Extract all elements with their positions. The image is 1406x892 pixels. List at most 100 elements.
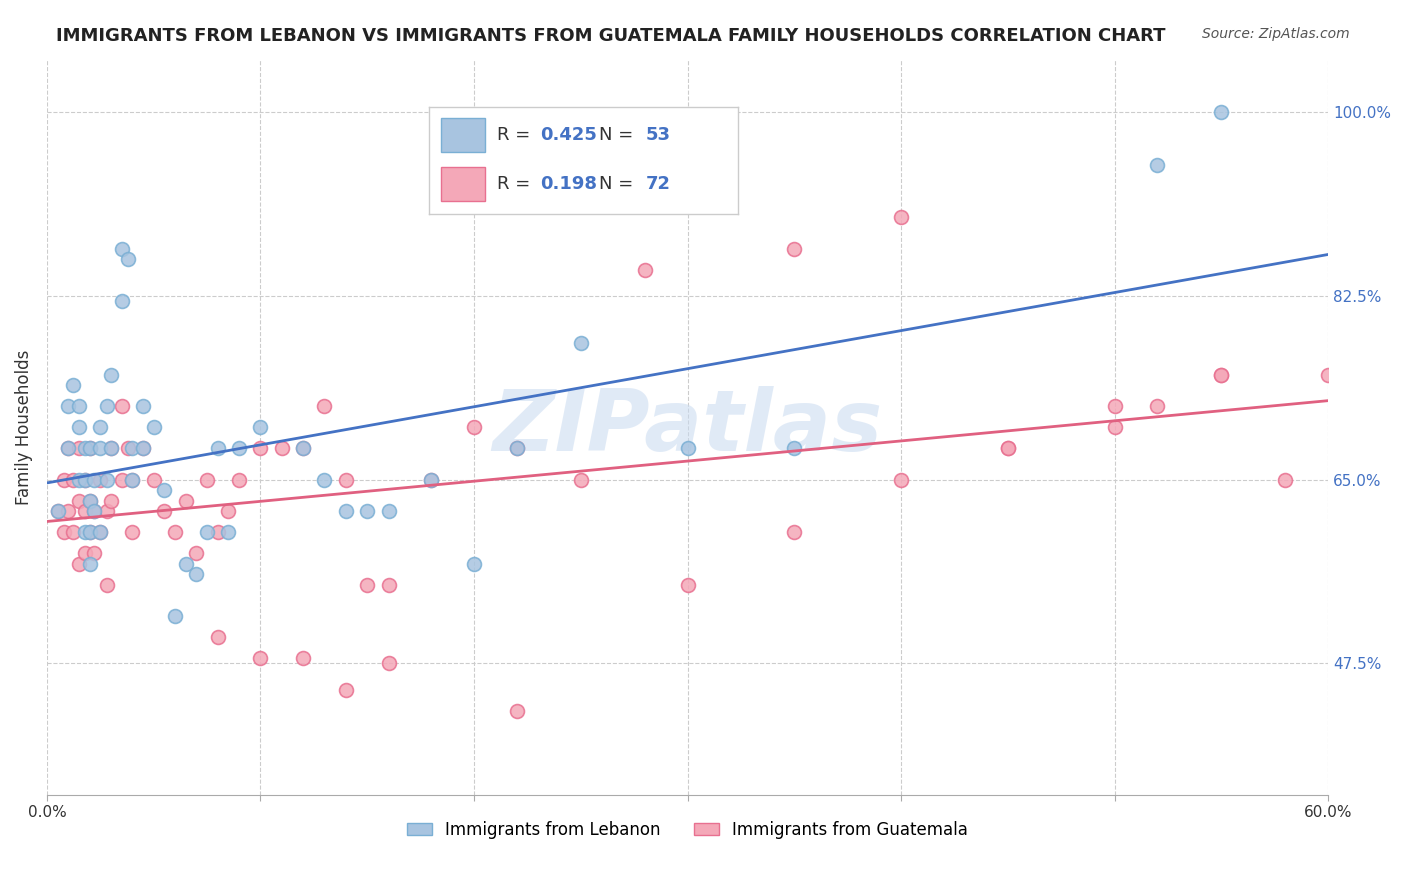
Point: [79, 441, 101, 455]
Point: [83, 473, 105, 487]
Point: [89, 441, 111, 455]
Point: [163, 609, 186, 624]
Point: [83, 504, 105, 518]
Point: [1211, 105, 1233, 120]
Point: [111, 399, 134, 413]
Point: [1274, 473, 1296, 487]
Point: [249, 441, 271, 455]
Point: [132, 441, 155, 455]
Point: [270, 441, 292, 455]
Point: [292, 651, 315, 665]
Point: [249, 651, 271, 665]
Point: [505, 441, 527, 455]
Point: [58, 441, 80, 455]
Point: [67, 493, 90, 508]
Point: [79, 493, 101, 508]
Point: [79, 525, 101, 540]
Point: [89, 525, 111, 540]
Point: [174, 493, 197, 508]
Point: [75, 525, 97, 540]
Point: [52, 473, 75, 487]
Point: [121, 473, 143, 487]
Point: [569, 336, 592, 351]
Point: [335, 504, 357, 518]
Text: 72: 72: [645, 175, 671, 193]
Point: [67, 399, 90, 413]
Point: [153, 504, 176, 518]
Point: [96, 577, 118, 591]
Point: [111, 294, 134, 309]
Point: [377, 577, 399, 591]
Text: N =: N =: [599, 126, 638, 144]
Bar: [441, 118, 485, 152]
Point: [463, 420, 485, 434]
Text: R =: R =: [496, 126, 536, 144]
Point: [89, 420, 111, 434]
Point: [228, 473, 250, 487]
Text: 53: 53: [645, 126, 671, 144]
Point: [79, 493, 101, 508]
Point: [121, 525, 143, 540]
Point: [1211, 368, 1233, 382]
Point: [46, 504, 69, 518]
Point: [132, 441, 155, 455]
Point: [783, 525, 806, 540]
Point: [505, 704, 527, 718]
Point: [195, 525, 218, 540]
Point: [377, 504, 399, 518]
Text: IMMIGRANTS FROM LEBANON VS IMMIGRANTS FROM GUATEMALA FAMILY HOUSEHOLDS CORRELATI: IMMIGRANTS FROM LEBANON VS IMMIGRANTS FR…: [56, 27, 1166, 45]
Point: [207, 630, 229, 644]
Text: 0.425: 0.425: [540, 126, 598, 144]
Point: [153, 483, 176, 498]
Point: [420, 473, 443, 487]
Point: [228, 441, 250, 455]
Point: [356, 577, 378, 591]
Text: Source: ZipAtlas.com: Source: ZipAtlas.com: [1202, 27, 1350, 41]
Point: [67, 441, 90, 455]
Point: [207, 525, 229, 540]
Point: [121, 473, 143, 487]
Point: [75, 473, 97, 487]
Point: [79, 525, 101, 540]
Point: [505, 441, 527, 455]
Point: [121, 441, 143, 455]
Point: [356, 504, 378, 518]
Point: [89, 473, 111, 487]
Point: [783, 441, 806, 455]
Point: [75, 504, 97, 518]
Point: [292, 441, 315, 455]
Point: [890, 210, 912, 224]
Point: [249, 420, 271, 434]
Point: [111, 473, 134, 487]
Point: [463, 557, 485, 571]
Point: [676, 577, 699, 591]
Point: [46, 504, 69, 518]
Point: [292, 441, 315, 455]
Point: [132, 399, 155, 413]
Point: [1360, 420, 1382, 434]
Point: [96, 399, 118, 413]
Point: [100, 493, 122, 508]
Point: [58, 504, 80, 518]
Point: [111, 242, 134, 256]
Point: [52, 525, 75, 540]
Point: [163, 525, 186, 540]
Text: ZIPatlas: ZIPatlas: [492, 385, 883, 468]
Point: [79, 441, 101, 455]
Point: [1146, 158, 1168, 172]
Point: [569, 473, 592, 487]
Point: [96, 473, 118, 487]
Point: [75, 546, 97, 560]
Point: [75, 441, 97, 455]
Point: [186, 546, 208, 560]
Point: [1211, 368, 1233, 382]
Legend: Immigrants from Lebanon, Immigrants from Guatemala: Immigrants from Lebanon, Immigrants from…: [401, 814, 974, 846]
Point: [890, 473, 912, 487]
Point: [67, 557, 90, 571]
Point: [75, 473, 97, 487]
Bar: [441, 167, 485, 202]
Point: [58, 441, 80, 455]
Point: [62, 473, 84, 487]
Point: [1317, 368, 1340, 382]
Point: [83, 504, 105, 518]
